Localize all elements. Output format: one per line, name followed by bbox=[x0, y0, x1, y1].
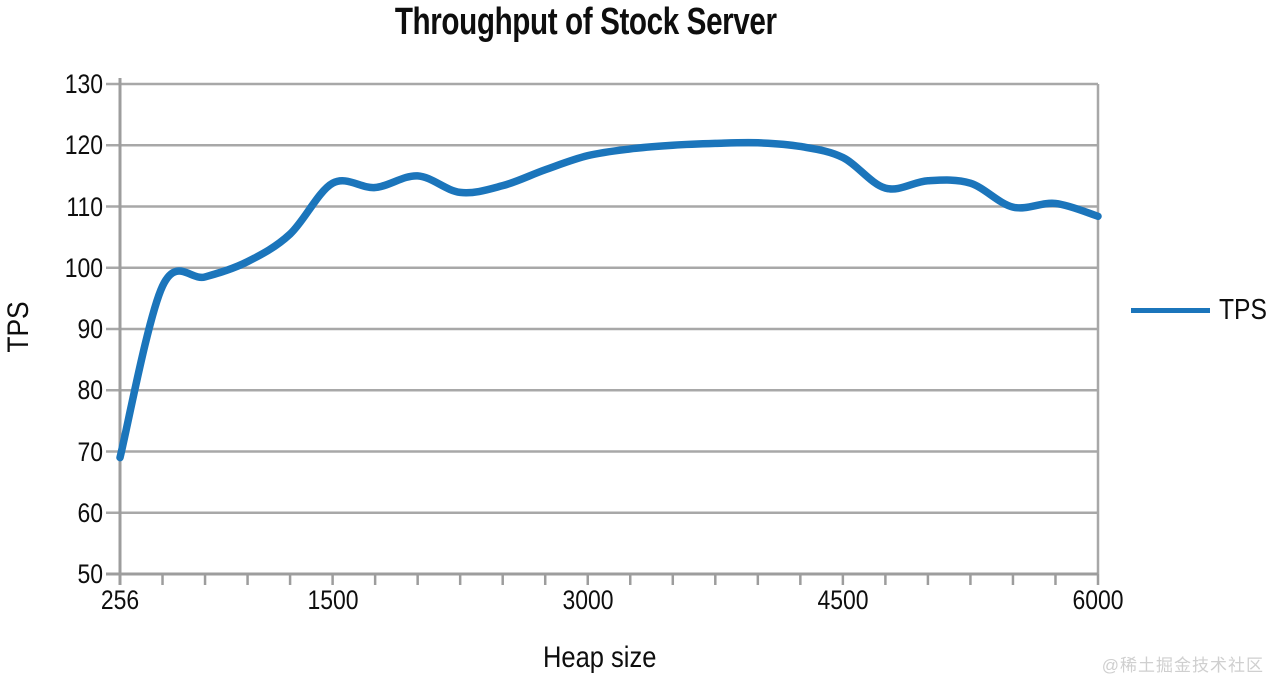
x-tick-label-4500: 4500 bbox=[817, 585, 869, 615]
y-tick-label-80: 80 bbox=[77, 375, 103, 406]
y-tick-label-130: 130 bbox=[64, 69, 103, 99]
y-tick-label-50: 50 bbox=[77, 559, 103, 589]
y-tick-label-100: 100 bbox=[64, 252, 103, 283]
x-tick-label-6000: 6000 bbox=[1072, 585, 1124, 615]
legend: TPS bbox=[1131, 294, 1275, 327]
x-axis-title-text: Heap size bbox=[543, 641, 657, 674]
chart-title: Throughput of Stock Server bbox=[0, 1, 1172, 44]
y-tick-label-110: 110 bbox=[66, 191, 103, 222]
x-tick-label-256: 256 bbox=[100, 585, 140, 615]
watermark: @稀土掘金技术社区 bbox=[1101, 656, 1264, 675]
x-axis-title: Heap size bbox=[0, 641, 1200, 675]
series-line-tps bbox=[116, 138, 1102, 462]
x-tick-label-3000: 3000 bbox=[562, 585, 614, 615]
y-tick-label-120: 120 bbox=[64, 130, 103, 161]
y-tick-label-70: 70 bbox=[77, 436, 103, 467]
chart-title-text: Throughput of Stock Server bbox=[395, 1, 777, 43]
x-tick-label-1500: 1500 bbox=[307, 585, 359, 615]
legend-line-swatch bbox=[1131, 308, 1210, 313]
y-tick-label-60: 60 bbox=[77, 497, 103, 528]
legend-label: TPS bbox=[1219, 294, 1267, 326]
y-tick-label-90: 90 bbox=[77, 314, 103, 344]
